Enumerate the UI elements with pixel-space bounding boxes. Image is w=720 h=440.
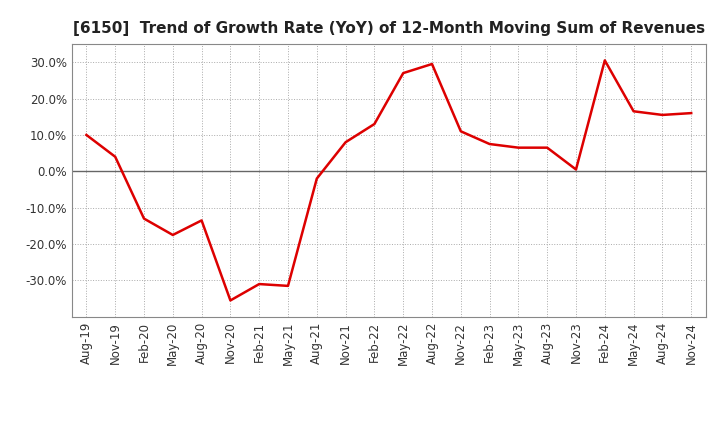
Title: [6150]  Trend of Growth Rate (YoY) of 12-Month Moving Sum of Revenues: [6150] Trend of Growth Rate (YoY) of 12-… (73, 21, 705, 36)
